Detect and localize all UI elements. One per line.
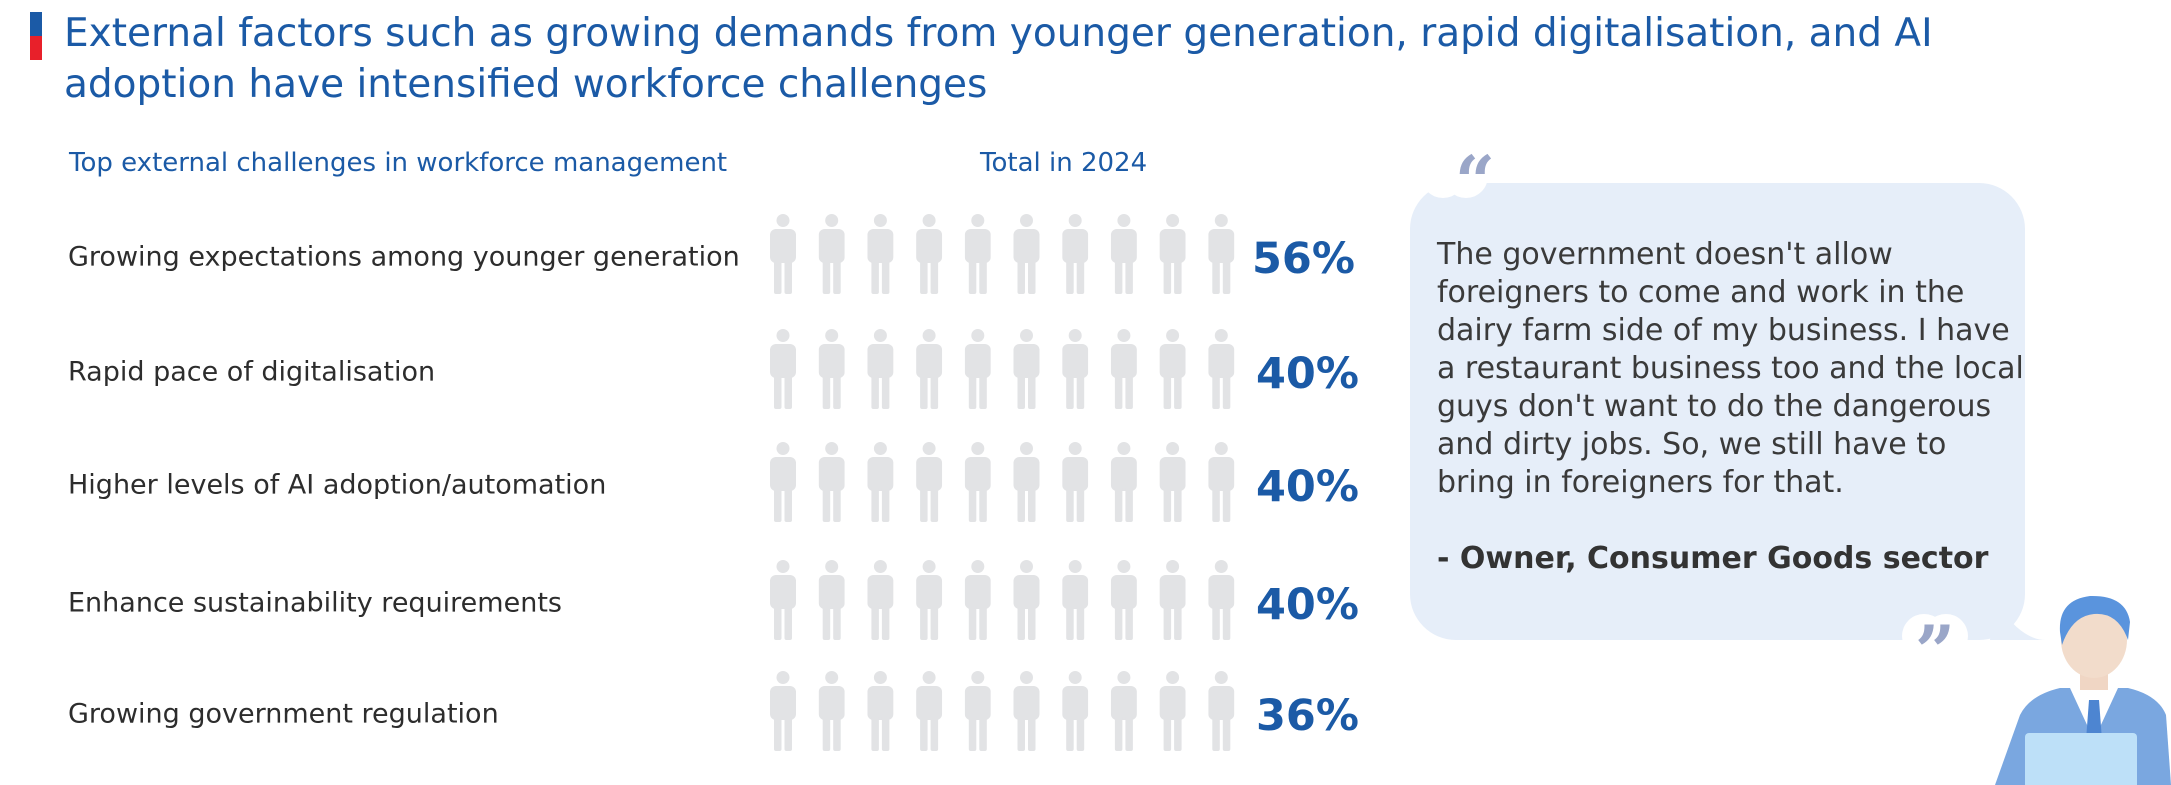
quote-author: - Owner, Consumer Goods sector bbox=[1437, 541, 1989, 576]
row-label: Higher levels of AI adoption/automation bbox=[68, 469, 607, 501]
businessman-avatar bbox=[1995, 595, 2171, 785]
value-label: 56% bbox=[1252, 234, 1355, 284]
row-label: Rapid pace of digitalisation bbox=[68, 356, 436, 388]
title-accent-bar bbox=[30, 12, 42, 60]
row-label: Growing expectations among younger gener… bbox=[68, 241, 740, 273]
column-header: Total in 2024 bbox=[980, 148, 1148, 178]
quote-bubble bbox=[1410, 183, 2025, 640]
quote-text: The government doesn't allow foreigners … bbox=[1437, 237, 2024, 500]
page-title: External factors such as growing demands… bbox=[64, 11, 1933, 107]
row-label: Growing government regulation bbox=[68, 698, 499, 730]
chart-title: Top external challenges in workforce man… bbox=[69, 148, 728, 178]
value-label: 40% bbox=[1256, 580, 1359, 630]
row-label: Enhance sustainability requirements bbox=[68, 587, 562, 619]
svg-text:”: ” bbox=[1915, 610, 1955, 693]
close-quote-icon: ” bbox=[1902, 610, 1968, 693]
open-quote-icon: “ bbox=[1421, 140, 1495, 223]
value-label: 40% bbox=[1256, 462, 1359, 512]
bubble-tail bbox=[1990, 600, 2046, 640]
svg-text:“: “ bbox=[1455, 140, 1495, 223]
value-label: 36% bbox=[1256, 691, 1359, 741]
value-label: 40% bbox=[1256, 349, 1359, 399]
